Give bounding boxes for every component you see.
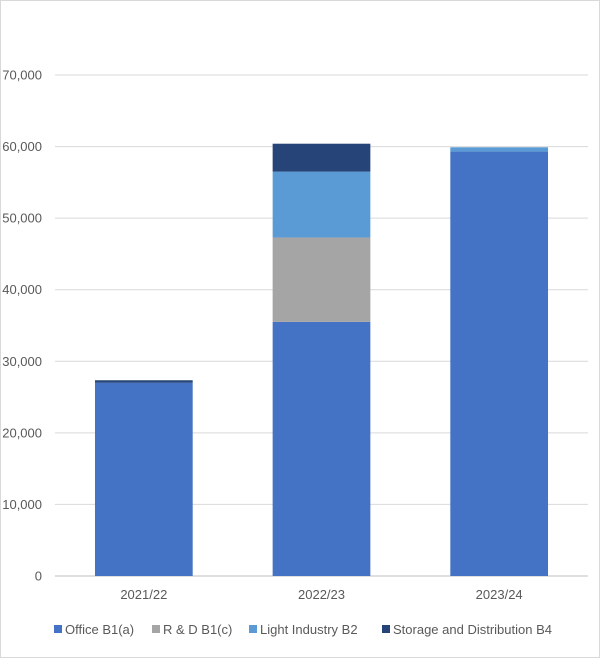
- legend-item: Light Industry B2: [249, 622, 358, 637]
- legend-label: R & D B1(c): [163, 622, 232, 637]
- bar-segment: [272, 143, 371, 172]
- y-tick-label: 60,000: [2, 139, 42, 154]
- bar-segment: [272, 237, 371, 322]
- legend-swatch: [382, 625, 390, 633]
- legend-label: Storage and Distribution B4: [393, 622, 552, 637]
- y-tick-label: 50,000: [2, 211, 42, 226]
- y-tick-label: 30,000: [2, 354, 42, 369]
- legend-swatch: [249, 625, 257, 633]
- y-axis-tick-labels: 0 10,000 20,000 30,000 40,000 50,000 60,000 70,…: [2, 68, 42, 584]
- bar-segment: [450, 147, 549, 152]
- bar-segment: [272, 171, 371, 238]
- bar-series: [94, 143, 549, 576]
- y-tick-label: 40,000: [2, 282, 42, 297]
- y-tick-label: 0: [35, 569, 42, 584]
- legend-swatch: [152, 625, 160, 633]
- legend-label: Office B1(a): [65, 622, 134, 637]
- legend: Office B1(a) R & D B1(c) Light Industry B2…: [54, 622, 552, 637]
- bar-segment: [450, 151, 549, 576]
- x-tick-label: 2023/24: [476, 587, 523, 602]
- bar-segment: [94, 380, 193, 383]
- x-tick-label: 2022/23: [298, 587, 345, 602]
- bar-segment: [272, 321, 371, 576]
- legend-label: Light Industry B2: [260, 622, 358, 637]
- legend-item: Office B1(a): [54, 622, 134, 637]
- legend-swatch: [54, 625, 62, 633]
- legend-item: Storage and Distribution B4: [382, 622, 552, 637]
- y-tick-label: 70,000: [2, 68, 42, 83]
- y-tick-label: 10,000: [2, 497, 42, 512]
- legend-item: R & D B1(c): [152, 622, 232, 637]
- y-tick-label: 20,000: [2, 425, 42, 440]
- bar-segment: [94, 382, 193, 576]
- x-tick-label: 2021/22: [120, 587, 167, 602]
- x-axis-tick-labels: 2021/22 2022/23 2023/24: [120, 587, 522, 602]
